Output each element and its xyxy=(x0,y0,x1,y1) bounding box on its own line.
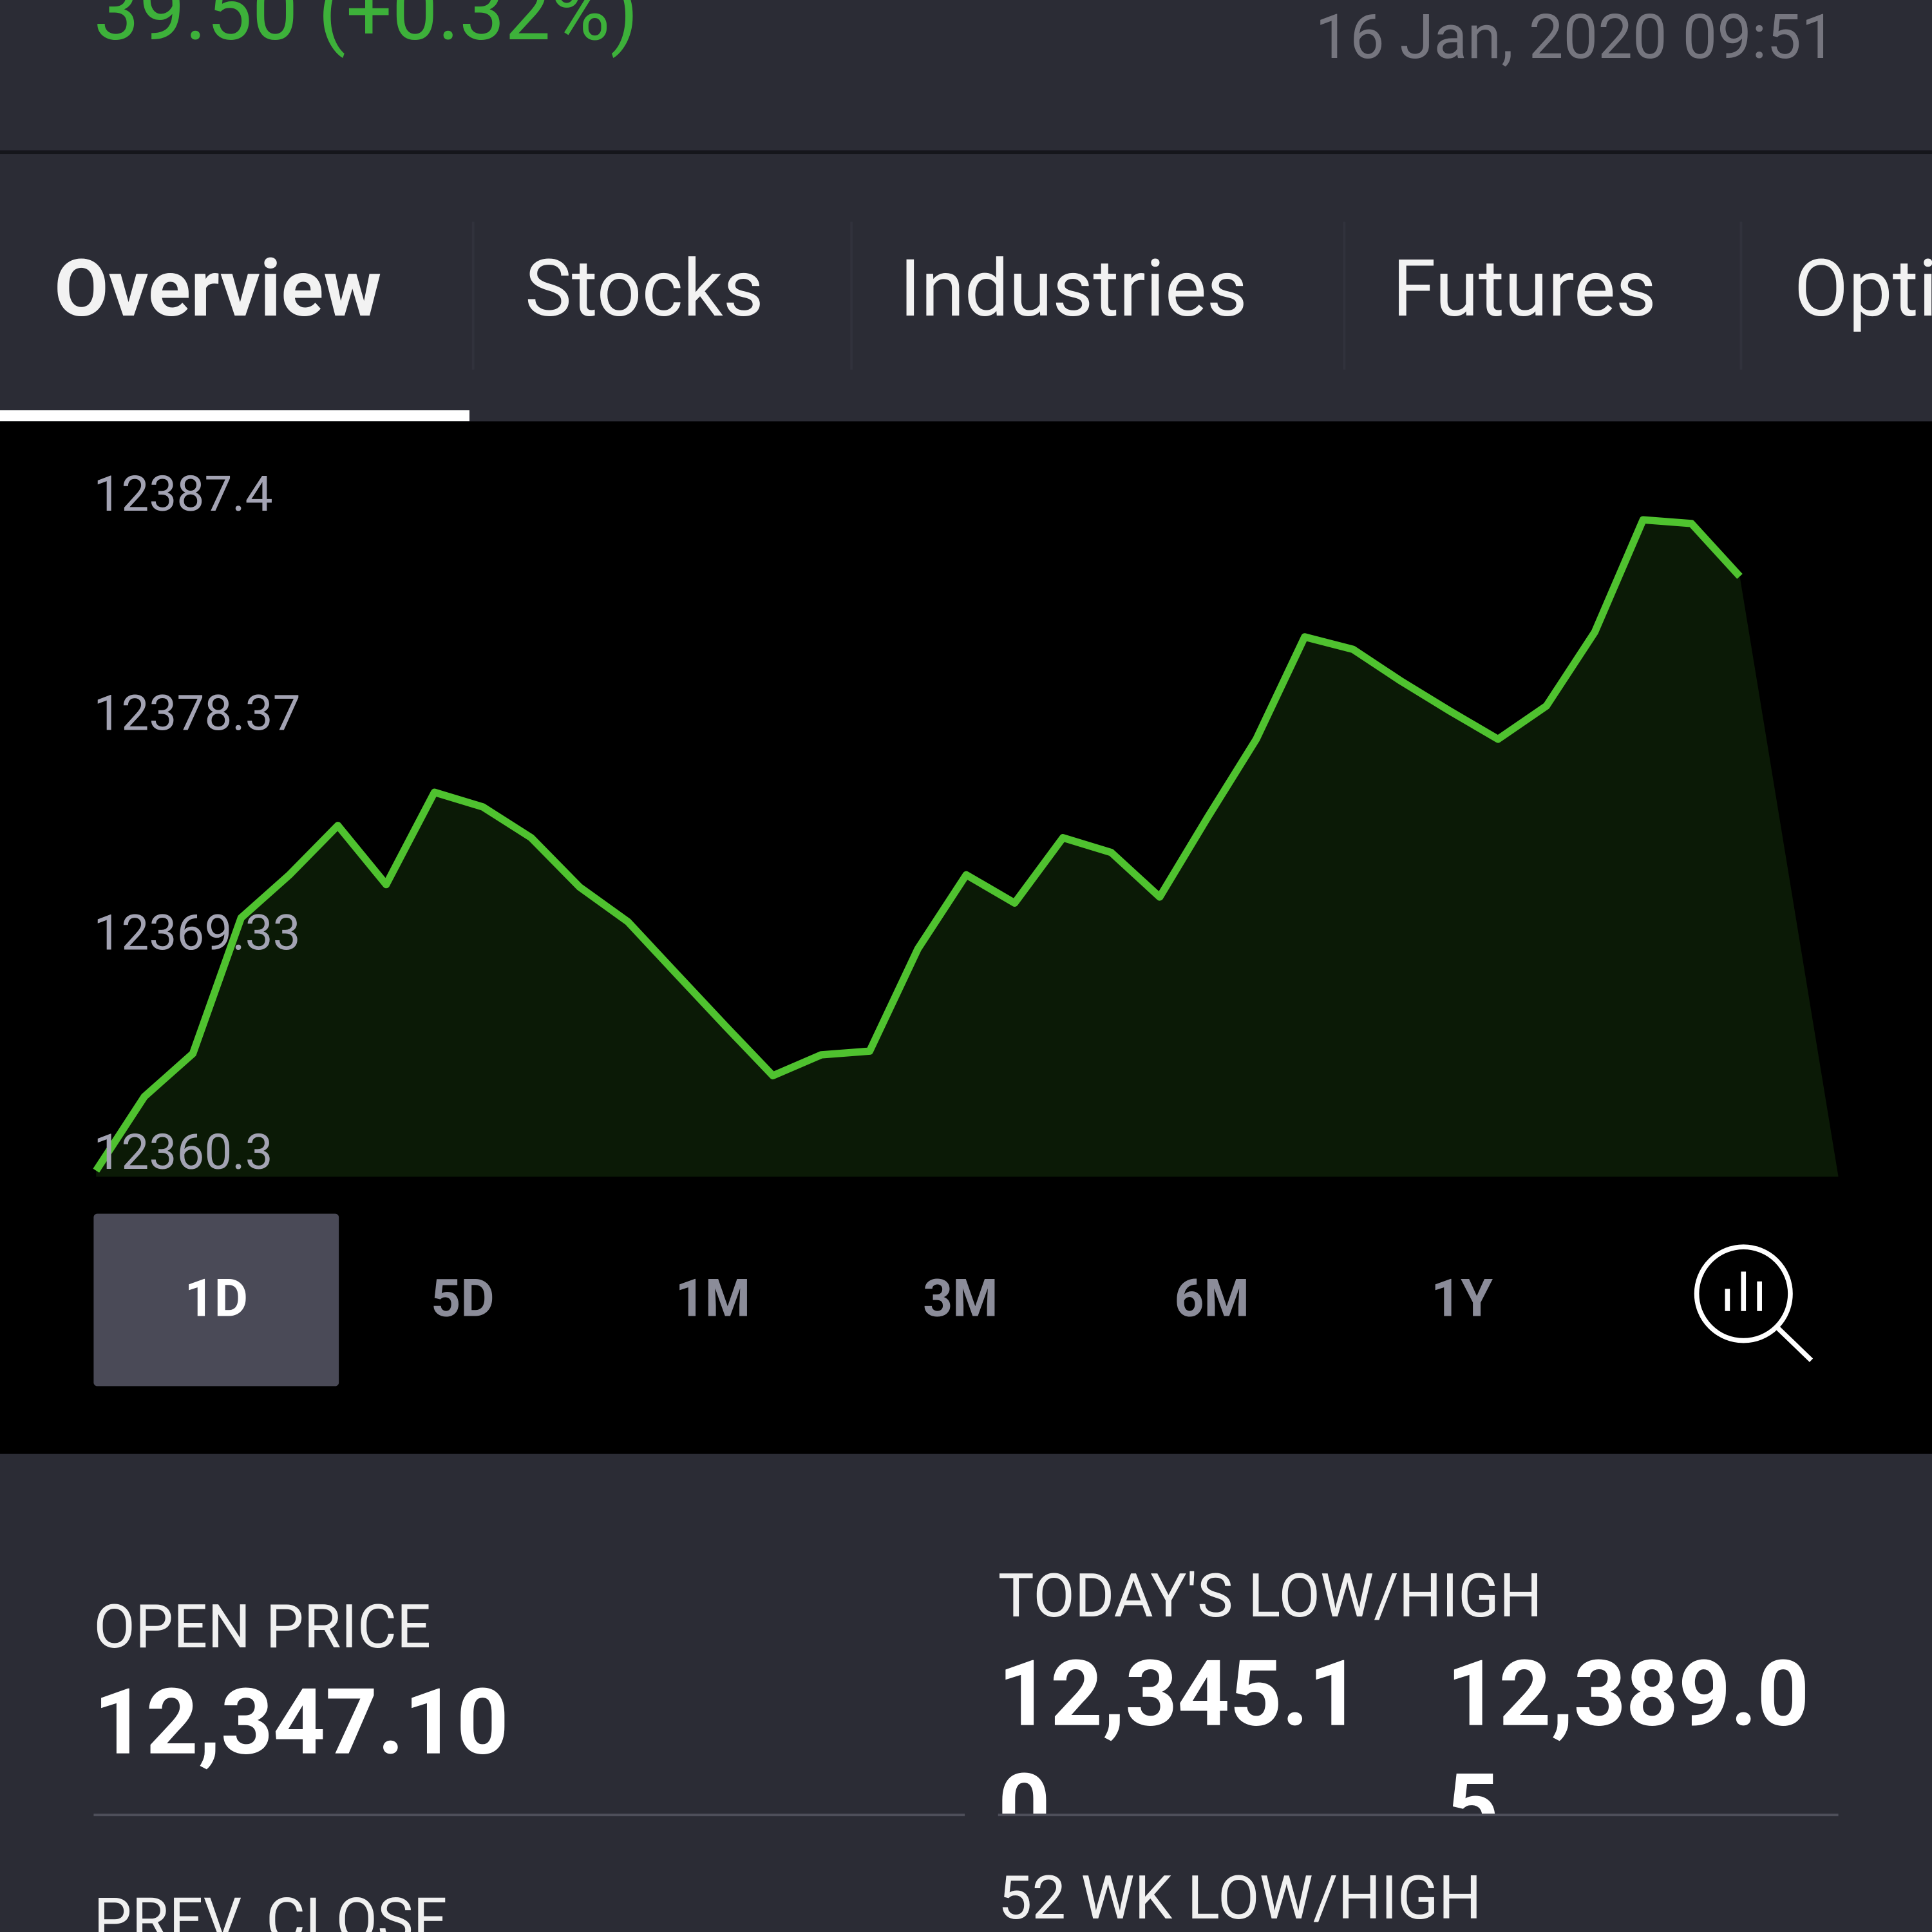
stat-value: 12,345.10 xyxy=(998,1641,1361,1814)
y-tick-label: 12387.4 xyxy=(93,465,272,523)
timestamp: 16 Jan, 2020 09:51 xyxy=(1315,2,1836,74)
range-button[interactable]: 1D xyxy=(93,1213,339,1387)
tab-bar: Overview Stocks Industries Futures Optio… xyxy=(0,154,1932,422)
range-button[interactable]: 1M xyxy=(675,1269,751,1330)
chart: 12387.4 12378.37 12369.33 12360.3 xyxy=(93,465,1839,1363)
tab[interactable]: Options xyxy=(1794,242,1932,336)
y-tick-label: 12378.37 xyxy=(93,685,300,743)
tab-separator xyxy=(1739,222,1743,370)
tab-separator xyxy=(850,222,853,370)
y-tick-label: 12369.33 xyxy=(93,904,300,961)
tab[interactable]: Overview xyxy=(54,242,382,336)
top-bar: 39.50 (+0.32%) 16 Jan, 2020 09:51 xyxy=(0,0,1932,155)
range-button[interactable]: 6M xyxy=(1174,1269,1249,1330)
stat-label: PREV. CLOSE xyxy=(93,1885,448,1932)
stat-label: 52 WK LOW/HIGH xyxy=(998,1862,1482,1932)
tab[interactable]: Futures xyxy=(1392,242,1656,336)
price-line xyxy=(93,516,1743,1173)
zoom-icon[interactable] xyxy=(1694,1244,1814,1363)
stat-value: 12,389.05 xyxy=(1446,1641,1810,1814)
tab[interactable]: Stocks xyxy=(525,242,764,336)
stat-label: OPEN PRICE xyxy=(93,1591,431,1663)
tab[interactable]: Industries xyxy=(899,242,1247,336)
divider xyxy=(93,1814,965,1817)
stat-value: 12,347.10 xyxy=(93,1669,509,1777)
range-button[interactable]: 5D xyxy=(431,1269,495,1330)
price-change: 39.50 (+0.32%) xyxy=(93,0,639,61)
tab-separator xyxy=(1343,222,1346,370)
tab-indicator xyxy=(0,410,469,422)
divider xyxy=(998,1814,1839,1817)
range-button[interactable]: 3M xyxy=(923,1269,998,1330)
y-tick-label: 12360.3 xyxy=(93,1123,272,1181)
range-button[interactable]: 1Y xyxy=(1431,1269,1493,1330)
stat-label: TODAY'S LOW/HIGH xyxy=(998,1561,1542,1632)
tab-separator xyxy=(471,222,475,370)
